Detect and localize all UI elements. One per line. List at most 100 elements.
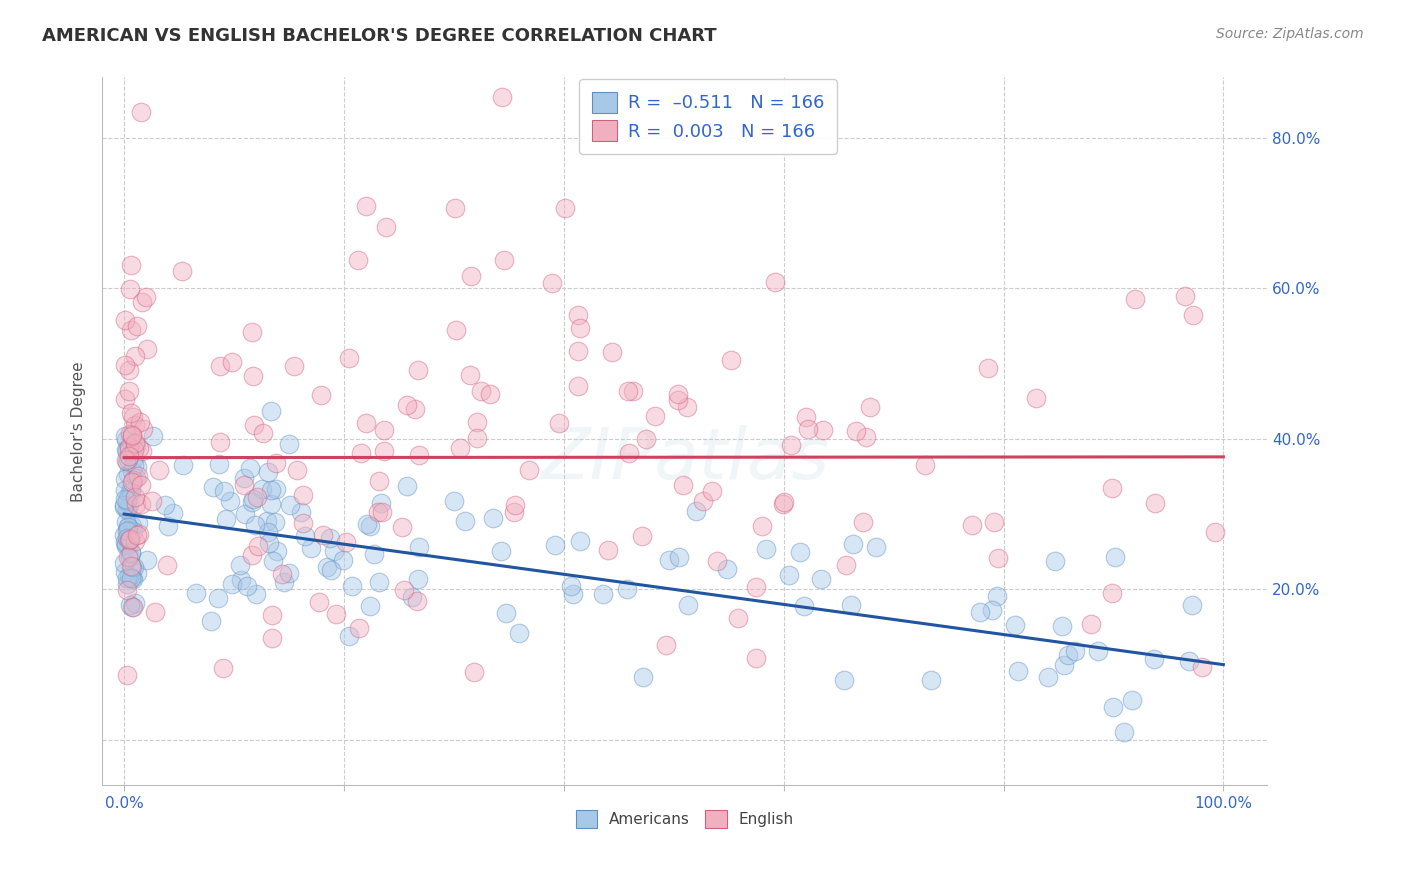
Point [347, 621, 370, 635]
Point [567, 343, 589, 358]
Point [122, 458, 145, 473]
Point [125, 319, 148, 334]
Point [294, 528, 316, 542]
Point [793, 599, 815, 613]
Point [1101, 481, 1123, 495]
Point [443, 493, 465, 508]
Point [124, 534, 146, 549]
Point [569, 533, 592, 548]
Point [124, 417, 146, 432]
Point [184, 586, 207, 600]
Point [264, 457, 287, 471]
Point [120, 406, 142, 420]
Point [121, 428, 143, 442]
Point [125, 566, 148, 581]
Point [1181, 599, 1204, 613]
Point [121, 519, 143, 533]
Point [132, 422, 155, 436]
Point [1043, 553, 1066, 567]
Point [763, 275, 786, 289]
Point [745, 581, 768, 595]
Point [112, 500, 135, 514]
Point [122, 559, 145, 574]
Point [121, 475, 143, 489]
Point [292, 488, 315, 502]
Point [117, 538, 139, 552]
Point [810, 572, 832, 586]
Point [1064, 644, 1087, 658]
Point [283, 359, 305, 373]
Point [655, 639, 678, 653]
Point [120, 258, 142, 272]
Point [865, 540, 887, 554]
Point [1102, 700, 1125, 714]
Point [257, 536, 280, 550]
Point [350, 446, 373, 460]
Point [114, 443, 136, 458]
Point [716, 562, 738, 576]
Point [980, 603, 1002, 617]
Point [325, 607, 347, 621]
Point [122, 409, 145, 424]
Point [121, 571, 143, 585]
Point [148, 463, 170, 477]
Point [780, 438, 803, 452]
Point [129, 104, 152, 119]
Point [121, 600, 143, 615]
Text: Source: ZipAtlas.com: Source: ZipAtlas.com [1216, 27, 1364, 41]
Text: ZIPatlas: ZIPatlas [540, 425, 830, 494]
Point [219, 493, 242, 508]
Point [260, 483, 283, 498]
Point [242, 418, 264, 433]
Point [120, 544, 142, 558]
Point [470, 384, 492, 399]
Text: AMERICAN VS ENGLISH BACHELOR'S DEGREE CORRELATION CHART: AMERICAN VS ENGLISH BACHELOR'S DEGREE CO… [42, 27, 717, 45]
Point [406, 593, 429, 607]
Point [221, 577, 243, 591]
Point [845, 424, 868, 438]
Point [118, 282, 141, 296]
Point [259, 497, 281, 511]
Point [236, 579, 259, 593]
Point [120, 546, 142, 560]
Point [117, 467, 139, 482]
Point [291, 516, 314, 530]
Y-axis label: Bachelor's Degree: Bachelor's Degree [72, 361, 86, 501]
Point [118, 440, 141, 454]
Point [115, 501, 138, 516]
Point [115, 492, 138, 507]
Point [852, 515, 875, 529]
Point [127, 469, 149, 483]
Point [337, 351, 360, 365]
Point [855, 430, 877, 444]
Point [112, 556, 135, 570]
Point [1056, 648, 1078, 662]
Point [354, 199, 377, 213]
Point [619, 446, 641, 460]
Point [1007, 665, 1029, 679]
Point [406, 363, 429, 377]
Point [359, 519, 381, 533]
Point [207, 591, 229, 605]
Point [240, 325, 263, 339]
Point [135, 553, 157, 567]
Point [118, 533, 141, 548]
Point [312, 528, 335, 542]
Point [245, 518, 267, 533]
Point [702, 484, 724, 499]
Point [859, 400, 882, 414]
Point [1080, 616, 1102, 631]
Point [454, 515, 477, 529]
Point [592, 587, 614, 601]
Point [121, 560, 143, 574]
Point [914, 458, 936, 472]
Point [773, 494, 796, 508]
Point [920, 673, 942, 688]
Point [260, 404, 283, 418]
Point [115, 452, 138, 467]
Point [239, 461, 262, 475]
Point [720, 353, 742, 368]
Point [246, 539, 269, 553]
Point [256, 524, 278, 539]
Point [811, 423, 834, 437]
